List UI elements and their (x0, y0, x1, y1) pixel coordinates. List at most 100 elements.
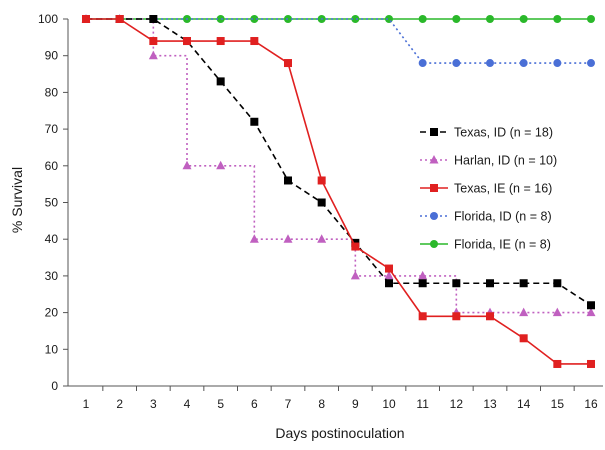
data-point (351, 242, 360, 251)
x-tick-label: 13 (483, 397, 497, 411)
y-tick-label: 30 (45, 269, 59, 283)
data-point (82, 15, 90, 23)
data-point (284, 176, 292, 185)
data-point (553, 59, 562, 68)
data-point (250, 15, 259, 23)
data-point (587, 359, 595, 368)
data-point (586, 307, 596, 317)
y-tick-label: 70 (45, 122, 59, 136)
data-point (385, 264, 393, 273)
y-tick-label: 100 (38, 12, 58, 26)
data-point (418, 270, 428, 280)
data-point (183, 37, 191, 46)
data-point (351, 15, 360, 23)
data-point (418, 59, 427, 68)
data-point (216, 160, 226, 170)
legend-swatch-marker (430, 240, 438, 248)
legend: Texas, ID (n = 18) Harlan, ID (n = 10) Tex… (420, 126, 557, 252)
x-tick-label: 10 (382, 397, 396, 411)
data-point (384, 270, 394, 280)
series-layer (81, 14, 596, 368)
data-point (148, 50, 158, 60)
data-point (587, 301, 595, 310)
data-point (519, 334, 528, 343)
x-axis-label: Days postinoculation (275, 425, 404, 441)
data-point (452, 279, 461, 288)
y-tick-label: 90 (45, 49, 59, 63)
x-tick-label: 12 (450, 397, 464, 411)
y-tick-label: 20 (45, 306, 59, 320)
y-tick-label: 50 (45, 196, 59, 210)
legend-label: Texas, ID (n = 18) (454, 126, 553, 140)
data-point (149, 15, 158, 23)
data-point (486, 15, 494, 23)
legend-item: Florida, IE (n = 8) (420, 238, 551, 252)
data-point (350, 270, 360, 280)
data-point (385, 279, 393, 288)
data-point (452, 15, 461, 23)
x-tick-label: 11 (416, 397, 429, 411)
legend-swatch-marker (430, 128, 438, 136)
data-point (249, 234, 259, 243)
data-point (115, 15, 124, 23)
x-tick-label: 3 (150, 397, 157, 411)
data-point (587, 59, 595, 68)
legend-swatch-marker (429, 155, 439, 164)
data-point (519, 59, 528, 68)
y-tick-label: 60 (45, 159, 59, 173)
data-point (284, 59, 292, 68)
data-point (418, 312, 427, 321)
legend-item: Harlan, ID (n = 10) (420, 154, 557, 168)
x-tick-label: 15 (551, 397, 565, 411)
data-point (553, 359, 562, 368)
data-point (519, 279, 528, 288)
series-line (86, 18, 591, 365)
x-tick-label: 1 (83, 397, 90, 411)
series-2 (82, 15, 595, 368)
legend-item: Texas, ID (n = 18) (420, 126, 553, 140)
x-tick-label: 5 (217, 397, 224, 411)
legend-label: Florida, IE (n = 8) (454, 238, 551, 252)
y-tick-label: 10 (45, 342, 59, 356)
data-point (553, 15, 562, 23)
data-point (587, 15, 595, 23)
data-point (452, 59, 461, 68)
x-tick-label: 7 (285, 397, 292, 411)
series-line (86, 18, 592, 306)
data-point (486, 279, 494, 288)
data-point (216, 77, 225, 86)
legend-item: Texas, IE (n = 16) (420, 182, 552, 196)
legend-label: Florida, ID (n = 8) (454, 210, 552, 224)
data-point (519, 307, 529, 317)
legend-swatch-marker (430, 212, 438, 220)
data-point (418, 15, 427, 23)
y-ticks: 0 10 20 30 40 50 60 70 80 90 100 (38, 12, 68, 393)
x-ticks: 1 2 3 4 5 6 7 8 9 10 11 12 13 14 15 16 (83, 386, 598, 411)
legend-swatch-marker (430, 184, 438, 192)
data-point (317, 198, 326, 207)
data-point (418, 279, 427, 288)
x-tick-label: 2 (116, 397, 123, 411)
y-tick-label: 0 (51, 379, 58, 393)
data-point (149, 37, 158, 46)
data-point (486, 312, 494, 321)
legend-label: Texas, IE (n = 16) (454, 182, 552, 196)
data-point (553, 279, 562, 288)
data-point (250, 37, 259, 46)
axes (67, 19, 603, 387)
y-tick-label: 80 (45, 85, 59, 99)
y-axis-label: % Survival (9, 167, 25, 233)
data-point (486, 59, 494, 68)
legend-item: Florida, ID (n = 8) (420, 210, 552, 224)
x-tick-label: 9 (352, 397, 359, 411)
data-point (250, 117, 259, 126)
legend-label: Harlan, ID (n = 10) (454, 154, 557, 168)
series-3 (86, 18, 595, 68)
data-point (452, 312, 461, 321)
data-point (519, 15, 528, 23)
x-tick-label: 6 (251, 397, 258, 411)
x-tick-label: 14 (517, 397, 531, 411)
data-point (182, 160, 192, 170)
